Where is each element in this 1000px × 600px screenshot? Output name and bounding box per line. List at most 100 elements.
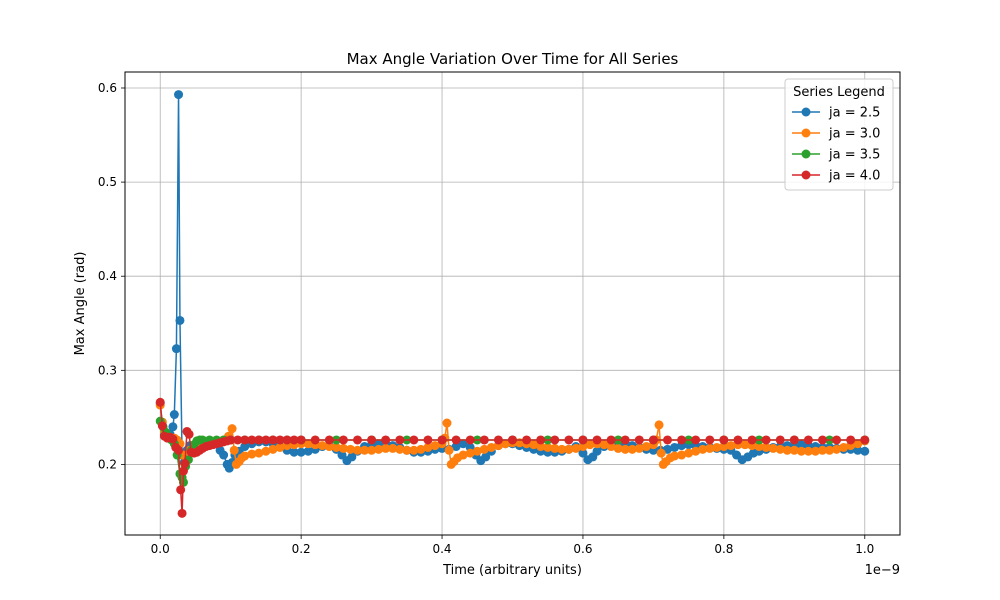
data-point bbox=[705, 435, 715, 445]
data-point bbox=[634, 443, 644, 453]
data-point bbox=[227, 424, 237, 434]
data-point bbox=[860, 435, 870, 445]
data-point bbox=[620, 444, 630, 454]
legend-entry: ja = 4.0 bbox=[792, 169, 880, 184]
data-point bbox=[180, 458, 190, 468]
data-point bbox=[634, 435, 644, 445]
data-point bbox=[810, 446, 820, 456]
data-point bbox=[726, 441, 736, 451]
data-point bbox=[761, 435, 771, 445]
data-point bbox=[486, 442, 496, 452]
data-point bbox=[648, 435, 658, 445]
data-point bbox=[226, 435, 236, 445]
data-point bbox=[789, 435, 799, 445]
data-point bbox=[578, 448, 588, 458]
legend-marker bbox=[801, 149, 811, 159]
data-point bbox=[578, 442, 588, 452]
data-point bbox=[479, 435, 489, 445]
data-point bbox=[176, 485, 186, 495]
data-point bbox=[481, 452, 491, 462]
data-point bbox=[543, 442, 553, 452]
data-point bbox=[698, 444, 708, 454]
data-point bbox=[803, 446, 813, 456]
plot-frame bbox=[124, 71, 901, 536]
data-point bbox=[444, 445, 454, 455]
data-point bbox=[317, 441, 327, 451]
x-tick-label: 0.6 bbox=[573, 542, 592, 556]
data-point bbox=[670, 451, 680, 461]
data-point bbox=[171, 344, 181, 354]
data-point bbox=[803, 435, 813, 445]
data-point bbox=[289, 447, 299, 457]
data-point bbox=[550, 435, 560, 445]
data-point bbox=[247, 435, 257, 445]
data-point bbox=[472, 446, 482, 456]
data-point bbox=[331, 442, 341, 452]
data-point bbox=[338, 435, 348, 445]
data-point bbox=[254, 448, 264, 458]
data-point bbox=[796, 446, 806, 456]
data-point bbox=[303, 446, 313, 456]
data-point bbox=[493, 435, 503, 445]
data-point bbox=[719, 442, 729, 452]
data-point bbox=[458, 450, 468, 460]
data-point bbox=[169, 410, 179, 420]
data-point bbox=[536, 442, 546, 452]
data-point bbox=[691, 446, 701, 456]
legend-label: ja = 3.0 bbox=[828, 127, 880, 142]
legend-title: Series Legend bbox=[793, 85, 885, 100]
data-point bbox=[832, 444, 842, 454]
data-point bbox=[157, 421, 167, 431]
data-point bbox=[719, 435, 729, 445]
data-point bbox=[282, 435, 292, 445]
legend-label: ja = 3.5 bbox=[828, 148, 880, 163]
data-point bbox=[261, 446, 271, 456]
data-point bbox=[155, 397, 165, 407]
y-axis-label: Max Angle (rad) bbox=[73, 252, 88, 356]
data-point bbox=[789, 445, 799, 455]
x-tick-label: 1.0 bbox=[855, 542, 874, 556]
data-point bbox=[571, 443, 581, 453]
data-point bbox=[677, 435, 687, 445]
data-point bbox=[367, 445, 377, 455]
x-tick-label: 0.8 bbox=[714, 542, 733, 556]
data-point bbox=[451, 442, 461, 452]
x-axis-label: Time (arbitrary units) bbox=[442, 563, 582, 578]
data-point bbox=[177, 508, 187, 518]
y-tick-label: 0.3 bbox=[98, 363, 117, 377]
data-point bbox=[754, 442, 764, 452]
data-point bbox=[324, 442, 334, 452]
data-point bbox=[219, 450, 229, 460]
data-point bbox=[564, 435, 574, 445]
data-point bbox=[381, 435, 391, 445]
legend-entry: ja = 2.5 bbox=[792, 106, 880, 121]
data-point bbox=[613, 443, 623, 453]
series-4 bbox=[155, 397, 870, 518]
x-axis: 0.0 0.2 0.4 0.6 0.8 1.0 bbox=[151, 535, 874, 556]
data-point bbox=[402, 445, 412, 455]
data-point bbox=[174, 90, 184, 100]
data-point bbox=[825, 445, 835, 455]
data-point bbox=[168, 434, 178, 444]
data-point bbox=[656, 448, 666, 458]
data-point bbox=[310, 435, 320, 445]
data-point bbox=[275, 435, 285, 445]
data-point bbox=[860, 446, 870, 456]
data-point bbox=[229, 445, 239, 455]
data-point bbox=[479, 444, 489, 454]
data-point bbox=[536, 435, 546, 445]
y-tick-label: 0.5 bbox=[98, 175, 117, 189]
x-offset-text: 1e−9 bbox=[865, 563, 900, 578]
data-point bbox=[395, 444, 405, 454]
legend-label: ja = 4.0 bbox=[828, 169, 880, 184]
data-point bbox=[550, 443, 560, 453]
data-point bbox=[353, 435, 362, 445]
data-point bbox=[374, 444, 384, 454]
data-point bbox=[620, 435, 630, 445]
legend-marker bbox=[801, 107, 811, 117]
legend: Series Legend ja = 2.5 ja = 3.0 ja = 3.5 ja… bbox=[784, 78, 894, 191]
data-point bbox=[261, 435, 271, 445]
data-point bbox=[395, 435, 405, 445]
data-point bbox=[782, 445, 792, 455]
